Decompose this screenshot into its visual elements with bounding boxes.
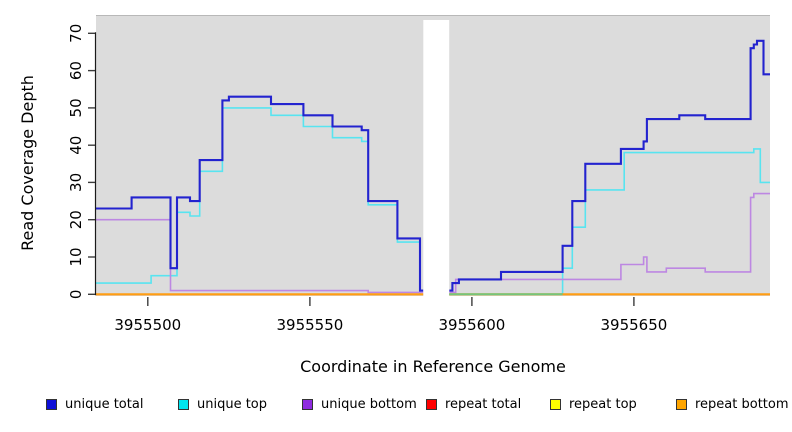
axes-layer: 3955500 3955550 3955600 3955650 0 10 20 30 40 50 6…	[67, 24, 667, 334]
y-tick-label: 60	[67, 61, 85, 80]
legend-label: unique total	[65, 397, 144, 412]
legend-label: repeat bottom	[695, 397, 789, 412]
legend-item-repeat-bottom: repeat bottom	[676, 397, 789, 412]
y-tick-label: 0	[67, 290, 85, 300]
x-axis-title: Coordinate in Reference Genome	[300, 357, 566, 376]
legend-item-repeat-total: repeat total	[426, 397, 521, 412]
legend-swatch-repeat-top	[550, 399, 561, 410]
y-tick-label: 50	[67, 98, 85, 117]
x-tick-label: 3955600	[438, 316, 505, 334]
legend-swatch-repeat-bottom	[676, 399, 687, 410]
series-layer	[96, 20, 770, 313]
legend-item-unique-bottom: unique bottom	[302, 397, 417, 412]
x-tick-label: 3955500	[114, 316, 181, 334]
legend-label: repeat top	[569, 397, 637, 412]
y-tick-label: 40	[67, 136, 85, 155]
legend-swatch-repeat-total	[426, 399, 437, 410]
no-data-gap	[423, 20, 450, 313]
y-axis-title: Read Coverage Depth	[18, 75, 37, 251]
legend-swatch-unique-top	[178, 399, 189, 410]
y-tick-label: 30	[67, 173, 85, 192]
series-unique-bottom-line	[96, 218, 424, 294]
y-tick-label: 70	[67, 24, 85, 43]
series-unique-top-line	[449, 148, 770, 296]
x-tick-label: 3955650	[600, 316, 667, 334]
legend-label: repeat total	[445, 397, 522, 412]
series-unique-top-line	[96, 107, 424, 296]
legend-item-unique-top: unique top	[178, 397, 267, 412]
legend-label: unique top	[197, 397, 268, 412]
y-tick-label: 20	[67, 210, 85, 229]
x-tick-label: 3955550	[276, 316, 343, 334]
series-unique-bottom-line	[449, 192, 770, 294]
legend-swatch-unique-bottom	[302, 399, 313, 410]
series-unique-total-line	[96, 95, 424, 292]
series-unique-total-line	[449, 39, 770, 292]
y-tick-label: 10	[67, 247, 85, 266]
legend-label: unique bottom	[321, 397, 417, 412]
legend-item-repeat-top: repeat top	[550, 397, 637, 412]
legend-item-unique-total: unique total	[46, 397, 143, 412]
legend-swatch-unique-total	[46, 399, 57, 410]
